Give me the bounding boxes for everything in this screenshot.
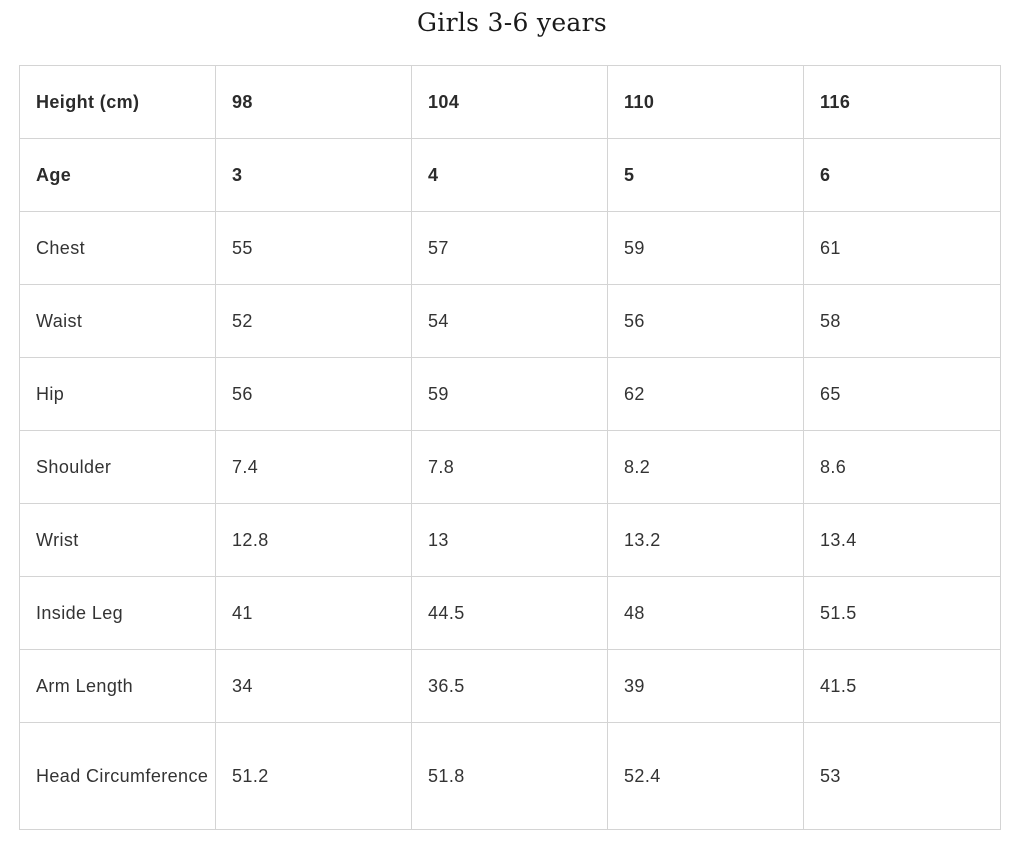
row-label: Waist: [19, 284, 216, 358]
row-label: Hip: [19, 357, 216, 431]
table-cell: 59: [607, 211, 804, 285]
table-row: Arm Length 34 36.5 39 41.5: [19, 649, 1001, 723]
row-label: Shoulder: [19, 430, 216, 504]
table-cell: 58: [803, 284, 1001, 358]
table-cell: 6: [803, 138, 1001, 212]
table-cell: 54: [411, 284, 608, 358]
row-label: Arm Length: [19, 649, 216, 723]
table-row: Inside Leg 41 44.5 48 51.5: [19, 576, 1001, 650]
table-cell: 41.5: [803, 649, 1001, 723]
table-cell: 51.2: [215, 722, 412, 830]
table-cell: 5: [607, 138, 804, 212]
table-cell: 13.4: [803, 503, 1001, 577]
table-cell: 13.2: [607, 503, 804, 577]
row-label: Wrist: [19, 503, 216, 577]
table-cell: 51.5: [803, 576, 1001, 650]
table-cell: 56: [607, 284, 804, 358]
table-cell: 55: [215, 211, 412, 285]
table-cell: 7.4: [215, 430, 412, 504]
table-cell: 53: [803, 722, 1001, 830]
table-row: Chest 55 57 59 61: [19, 211, 1001, 285]
page-title: Girls 3-6 years: [417, 8, 607, 37]
row-label: Head Circumference: [19, 722, 216, 830]
table-cell: 12.8: [215, 503, 412, 577]
table-cell: 34: [215, 649, 412, 723]
table-row: Height (cm) 98 104 110 116: [19, 65, 1001, 139]
row-label: Chest: [19, 211, 216, 285]
table-cell: 44.5: [411, 576, 608, 650]
table-row: Wrist 12.8 13 13.2 13.4: [19, 503, 1001, 577]
table-cell: 4: [411, 138, 608, 212]
table-cell: 62: [607, 357, 804, 431]
table-cell: 56: [215, 357, 412, 431]
table-cell: 8.2: [607, 430, 804, 504]
table-cell: 104: [411, 65, 608, 139]
table-cell: 98: [215, 65, 412, 139]
table-cell: 52.4: [607, 722, 804, 830]
table-cell: 3: [215, 138, 412, 212]
table-cell: 7.8: [411, 430, 608, 504]
table-row: Hip 56 59 62 65: [19, 357, 1001, 431]
row-label: Height (cm): [19, 65, 216, 139]
table-cell: 59: [411, 357, 608, 431]
table-cell: 39: [607, 649, 804, 723]
table-cell: 48: [607, 576, 804, 650]
table-cell: 57: [411, 211, 608, 285]
table-row: Shoulder 7.4 7.8 8.2 8.6: [19, 430, 1001, 504]
table-cell: 41: [215, 576, 412, 650]
table-cell: 36.5: [411, 649, 608, 723]
row-label: Inside Leg: [19, 576, 216, 650]
row-label: Age: [19, 138, 216, 212]
table-cell: 51.8: [411, 722, 608, 830]
table-cell: 13: [411, 503, 608, 577]
table-cell: 8.6: [803, 430, 1001, 504]
size-chart-table: Height (cm) 98 104 110 116 Age 3 4 5 6 C…: [19, 65, 1001, 830]
table-cell: 65: [803, 357, 1001, 431]
table-row: Head Circumference 51.2 51.8 52.4 53: [19, 722, 1001, 830]
table-cell: 116: [803, 65, 1001, 139]
table-cell: 110: [607, 65, 804, 139]
table-cell: 61: [803, 211, 1001, 285]
table-row: Waist 52 54 56 58: [19, 284, 1001, 358]
table-cell: 52: [215, 284, 412, 358]
table-row: Age 3 4 5 6: [19, 138, 1001, 212]
